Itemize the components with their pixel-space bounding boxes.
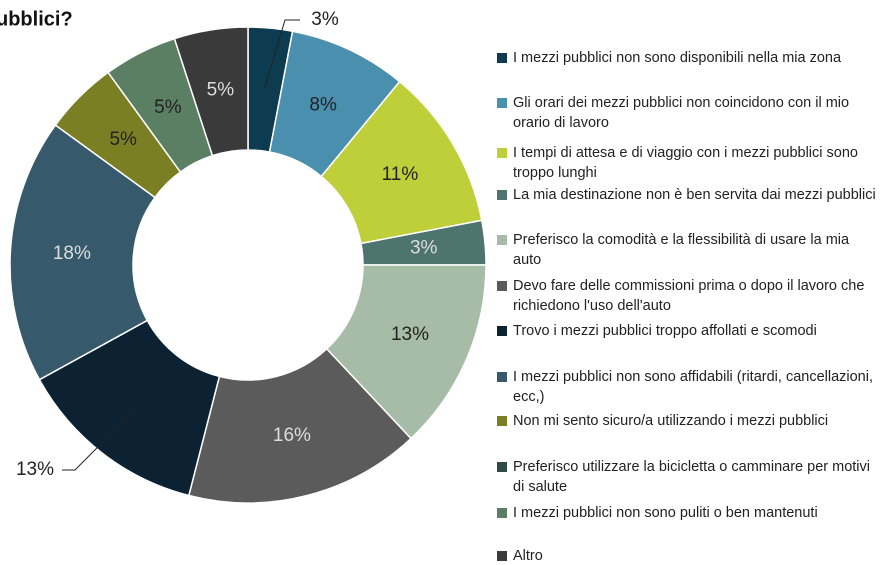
- leader-line: [62, 405, 140, 471]
- legend-label: I tempi di attesa e di viaggio con i mez…: [513, 145, 858, 181]
- legend-swatch: [497, 281, 507, 291]
- legend-swatch: [497, 190, 507, 200]
- slice: [173, 26, 249, 157]
- legend-label: I mezzi pubblici non sono disponibili ne…: [513, 50, 842, 66]
- data-label: 3%: [311, 9, 339, 30]
- legend-entry: Devo fare delle commissioni prima o dopo…: [497, 276, 877, 316]
- legend-swatch: [497, 98, 507, 108]
- data-label: 5%: [207, 80, 235, 101]
- data-label: 11%: [382, 164, 419, 185]
- legend-swatch: [497, 551, 507, 561]
- data-label: 8%: [309, 94, 337, 115]
- legend-entry: Gli orari dei mezzi pubblici non coincid…: [497, 93, 877, 133]
- legend-swatch: [497, 462, 507, 472]
- legend-swatch: [497, 508, 507, 518]
- legend-entry: I mezzi pubblici non sono affidabili (ri…: [497, 367, 877, 407]
- legend-entry: Trovo i mezzi pubblici troppo affollati …: [497, 321, 877, 341]
- leader-line: [264, 19, 300, 88]
- slice: [325, 264, 487, 440]
- legend-swatch: [497, 148, 507, 158]
- legend-label: Trovo i mezzi pubblici troppo affollati …: [513, 323, 817, 339]
- legend-entry: I tempi di attesa e di viaggio con i mez…: [497, 143, 877, 183]
- legend-entry: I mezzi pubblici non sono puliti o ben m…: [497, 503, 877, 523]
- data-label: 5%: [154, 97, 182, 118]
- legend-entry: Altro: [497, 546, 877, 565]
- data-label: 13%: [391, 324, 429, 345]
- legend-swatch: [497, 53, 507, 63]
- chart-title: ubblici?: [0, 8, 73, 30]
- legend-swatch: [497, 372, 507, 382]
- data-label: 18%: [53, 243, 91, 264]
- legend-entry: I mezzi pubblici non sono disponibili ne…: [497, 48, 877, 68]
- slice: [187, 347, 412, 504]
- legend-label: Altro: [513, 548, 543, 564]
- legend-label: Non mi sento sicuro/a utilizzando i mezz…: [513, 413, 829, 429]
- legend-label: Devo fare delle commissioni prima o dopo…: [513, 278, 865, 314]
- data-label: 5%: [109, 129, 137, 150]
- legend-label: Preferisco la comodità e la flessibilità…: [513, 232, 850, 268]
- legend-swatch: [497, 326, 507, 336]
- legend-swatch: [497, 235, 507, 245]
- data-label: 3%: [410, 237, 438, 258]
- legend-label: Gli orari dei mezzi pubblici non coincid…: [513, 95, 850, 131]
- slice: [38, 319, 221, 497]
- legend-label: Preferisco utilizzare la bicicletta o ca…: [513, 459, 870, 495]
- legend-entry: Preferisco utilizzare la bicicletta o ca…: [497, 457, 877, 497]
- legend-entry: Non mi sento sicuro/a utilizzando i mezz…: [497, 411, 877, 431]
- slice: [9, 124, 157, 381]
- legend-label: I mezzi pubblici non sono puliti o ben m…: [513, 505, 818, 521]
- legend-entry: La mia destinazione non è ben servita da…: [497, 185, 877, 205]
- legend-label: I mezzi pubblici non sono affidabili (ri…: [513, 369, 874, 405]
- data-label: 16%: [273, 425, 311, 446]
- legend-entry: Preferisco la comodità e la flessibilità…: [497, 230, 877, 270]
- legend-label: La mia destinazione non è ben servita da…: [513, 187, 876, 203]
- legend-swatch: [497, 416, 507, 426]
- data-label: 13%: [16, 459, 54, 480]
